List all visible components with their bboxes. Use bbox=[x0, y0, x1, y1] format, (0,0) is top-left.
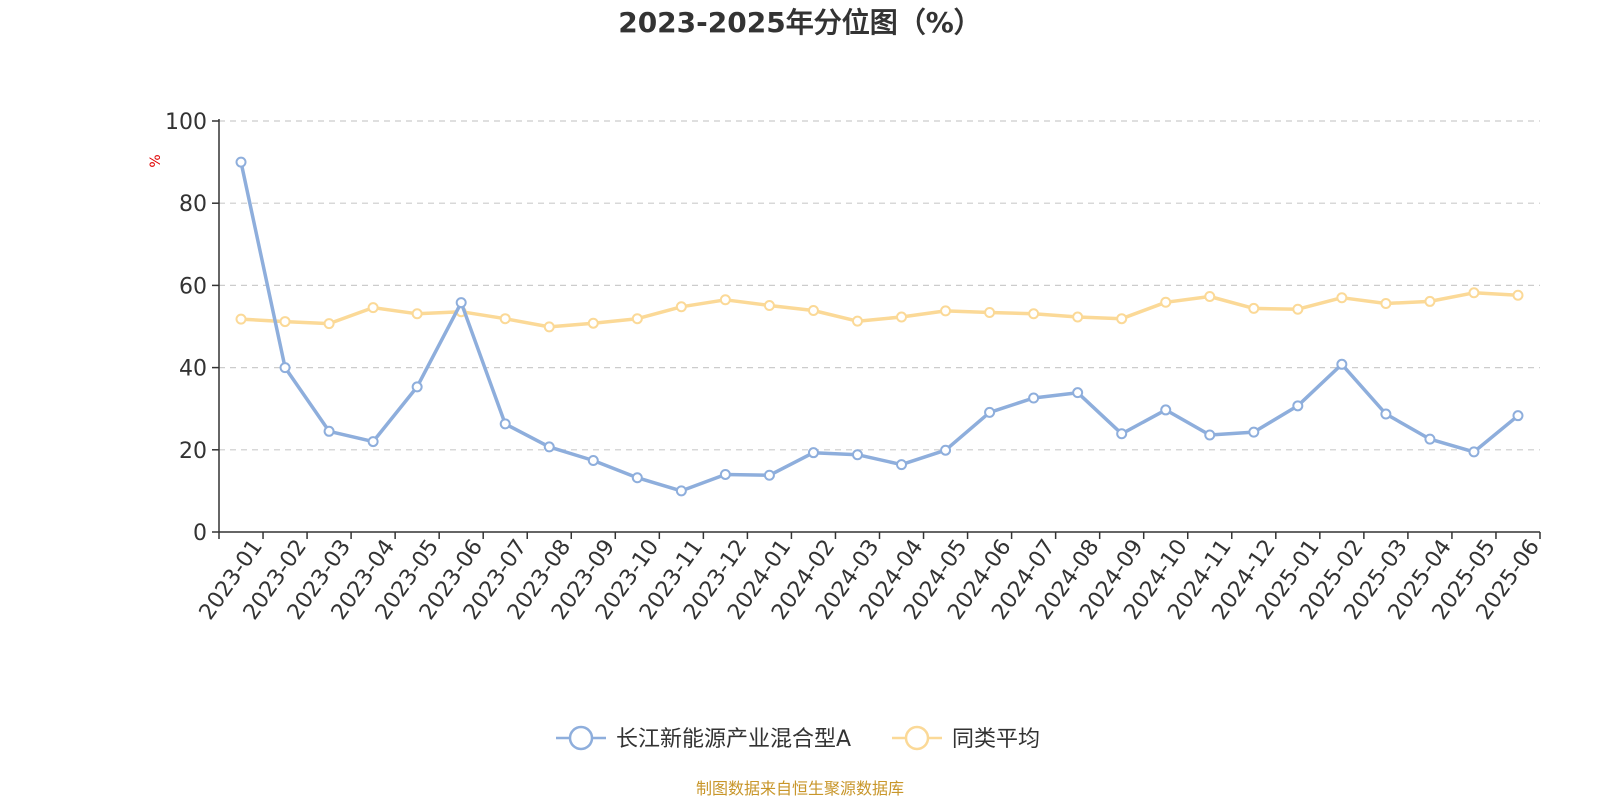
data-point[interactable] bbox=[543, 441, 555, 453]
data-point[interactable] bbox=[984, 307, 996, 319]
y-tick-label: 80 bbox=[179, 192, 207, 217]
y-tick-label: 100 bbox=[165, 110, 207, 135]
data-point[interactable] bbox=[1248, 426, 1260, 438]
data-point[interactable] bbox=[763, 469, 775, 481]
data-point[interactable] bbox=[675, 301, 687, 313]
series-line-1 bbox=[239, 291, 1520, 329]
data-point[interactable] bbox=[1336, 358, 1348, 370]
data-point[interactable] bbox=[851, 315, 863, 327]
data-point[interactable] bbox=[411, 381, 423, 393]
data-point[interactable] bbox=[1028, 392, 1040, 404]
data-point[interactable] bbox=[499, 418, 511, 430]
data-point[interactable] bbox=[631, 313, 643, 325]
data-point[interactable] bbox=[1248, 302, 1260, 314]
data-point[interactable] bbox=[1072, 311, 1084, 323]
x-axis-ticks: 2023-012023-022023-032023-042023-052023-… bbox=[195, 532, 1545, 625]
data-point[interactable] bbox=[1292, 400, 1304, 412]
series-line-0 bbox=[239, 160, 1520, 493]
data-point[interactable] bbox=[587, 454, 599, 466]
data-point[interactable] bbox=[1116, 313, 1128, 325]
y-tick-label: 40 bbox=[179, 357, 207, 382]
legend[interactable]: 长江新能源产业混合型A 同类平均 bbox=[556, 725, 1040, 752]
data-point[interactable] bbox=[896, 459, 908, 471]
data-point[interactable] bbox=[455, 297, 467, 309]
data-point[interactable] bbox=[1380, 408, 1392, 420]
legend-label: 长江新能源产业混合型A bbox=[616, 727, 851, 752]
legend-item-1[interactable]: 同类平均 bbox=[892, 725, 1040, 752]
data-point[interactable] bbox=[896, 311, 908, 323]
data-point[interactable] bbox=[279, 362, 291, 374]
data-point[interactable] bbox=[235, 156, 247, 168]
data-point[interactable] bbox=[235, 313, 247, 325]
data-point[interactable] bbox=[719, 468, 731, 480]
data-point[interactable] bbox=[1116, 428, 1128, 440]
data-point[interactable] bbox=[940, 305, 952, 317]
source-note: 制图数据来自恒生聚源数据库 bbox=[696, 779, 904, 798]
grid-lines bbox=[219, 120, 1540, 451]
data-point[interactable] bbox=[367, 436, 379, 448]
data-point[interactable] bbox=[807, 447, 819, 459]
data-point[interactable] bbox=[543, 321, 555, 333]
data-point[interactable] bbox=[499, 313, 511, 325]
y-tick-label: 0 bbox=[193, 521, 207, 546]
y-axis-unit-label: % bbox=[148, 154, 164, 167]
data-point[interactable] bbox=[1160, 404, 1172, 416]
data-point[interactable] bbox=[1424, 433, 1436, 445]
series-layer bbox=[235, 156, 1524, 497]
chart-title: 2023-2025年分位图（%） bbox=[618, 6, 982, 39]
data-point[interactable] bbox=[1424, 295, 1436, 307]
data-point[interactable] bbox=[940, 444, 952, 456]
data-point[interactable] bbox=[984, 406, 996, 418]
legend-circle-icon bbox=[568, 725, 594, 751]
legend-circle-icon bbox=[904, 725, 930, 751]
data-point[interactable] bbox=[411, 308, 423, 320]
data-point[interactable] bbox=[719, 294, 731, 306]
data-point[interactable] bbox=[763, 300, 775, 312]
data-point[interactable] bbox=[807, 304, 819, 316]
data-point[interactable] bbox=[1072, 387, 1084, 399]
data-point[interactable] bbox=[367, 302, 379, 314]
data-point[interactable] bbox=[1204, 290, 1216, 302]
data-point[interactable] bbox=[851, 449, 863, 461]
data-point[interactable] bbox=[1336, 292, 1348, 304]
data-point[interactable] bbox=[323, 318, 335, 330]
data-point[interactable] bbox=[323, 425, 335, 437]
y-axis-ticks: 0 20 40 60 80 100 bbox=[165, 110, 219, 546]
axes bbox=[218, 119, 1540, 533]
data-point[interactable] bbox=[1204, 429, 1216, 441]
data-point[interactable] bbox=[1512, 289, 1524, 301]
data-point[interactable] bbox=[1292, 303, 1304, 315]
data-point[interactable] bbox=[1512, 410, 1524, 422]
data-point[interactable] bbox=[279, 316, 291, 328]
data-point[interactable] bbox=[1468, 287, 1480, 299]
legend-item-0[interactable]: 长江新能源产业混合型A bbox=[556, 725, 851, 752]
data-point[interactable] bbox=[631, 472, 643, 484]
legend-label: 同类平均 bbox=[952, 727, 1040, 752]
data-point[interactable] bbox=[1028, 308, 1040, 320]
data-point[interactable] bbox=[1468, 446, 1480, 458]
data-point[interactable] bbox=[1160, 296, 1172, 308]
data-point[interactable] bbox=[1380, 297, 1392, 309]
data-point[interactable] bbox=[587, 317, 599, 329]
data-point[interactable] bbox=[675, 485, 687, 497]
y-tick-label: 60 bbox=[179, 274, 207, 299]
y-tick-label: 20 bbox=[179, 439, 207, 464]
